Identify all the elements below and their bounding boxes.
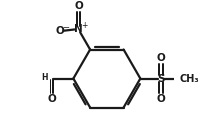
Text: N: N <box>74 24 83 34</box>
Text: S: S <box>157 74 165 83</box>
Text: −: − <box>62 23 69 32</box>
Text: CH₃: CH₃ <box>180 74 199 83</box>
Text: O: O <box>157 94 165 104</box>
Text: O: O <box>47 94 56 104</box>
Text: H: H <box>41 73 48 82</box>
Text: O: O <box>74 1 83 11</box>
Text: O: O <box>56 26 64 36</box>
Text: O: O <box>157 53 165 63</box>
Text: +: + <box>82 21 88 30</box>
